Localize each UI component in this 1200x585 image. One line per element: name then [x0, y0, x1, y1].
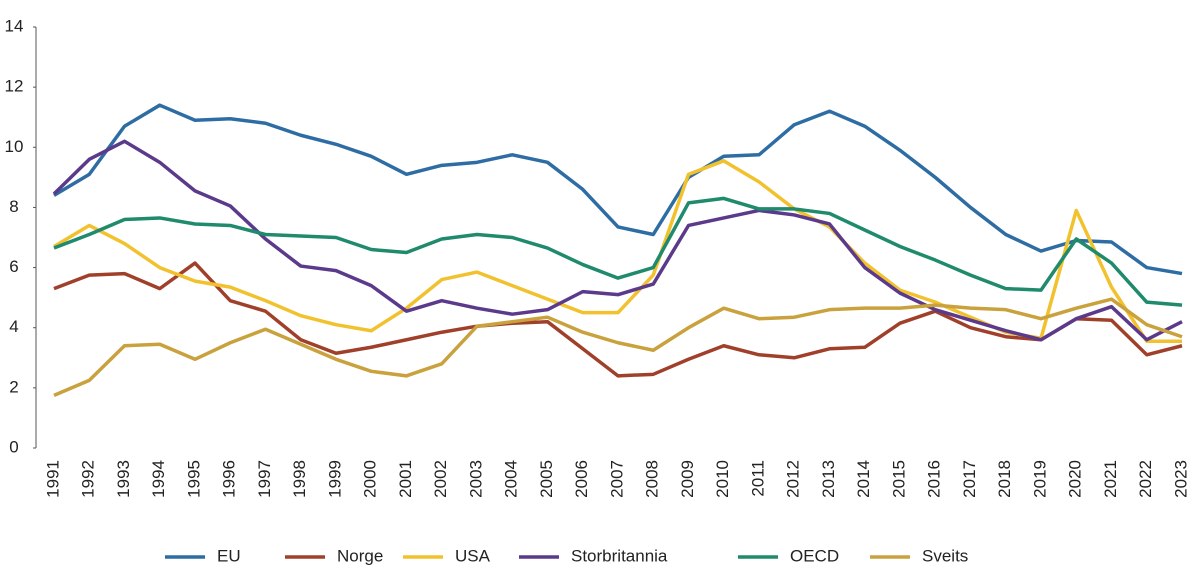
- x-tick-label: 2011: [748, 460, 767, 497]
- y-tick-label: 14: [5, 16, 24, 35]
- legend-label: Sveits: [922, 546, 968, 565]
- x-tick-label: 1991: [43, 460, 62, 498]
- y-tick-label: 4: [9, 317, 18, 336]
- x-tick-label: 2006: [572, 460, 591, 498]
- y-tick-label: 0: [9, 437, 18, 456]
- x-tick-label: 1996: [220, 460, 239, 498]
- x-tick-label: 1994: [149, 460, 168, 498]
- x-tick-label: 1992: [79, 460, 98, 498]
- series-line: [53, 103, 1183, 276]
- x-tick-label: 2005: [537, 460, 556, 498]
- x-tick-label: 2010: [713, 460, 732, 498]
- x-tick-label: 2009: [678, 460, 697, 498]
- x-tick-label: 2018: [995, 460, 1014, 498]
- legend-label: OECD: [790, 546, 839, 565]
- y-tick-label: 12: [5, 77, 24, 96]
- x-tick-label: 2020: [1066, 460, 1085, 498]
- series-line: [53, 196, 1183, 307]
- x-tick-label: 2000: [361, 460, 380, 498]
- x-tick-label: 2008: [643, 460, 662, 498]
- series-line: [53, 261, 1183, 378]
- x-tick-label: 2013: [819, 460, 838, 498]
- x-tick-label: 1998: [290, 460, 309, 498]
- x-tick-label: 2004: [502, 460, 521, 498]
- legend-label: Norge: [337, 546, 383, 565]
- y-tick-label: 2: [9, 377, 18, 396]
- legend-label: Storbritannia: [571, 546, 668, 565]
- legend-label: EU: [217, 546, 241, 565]
- x-tick-label: 2002: [431, 460, 450, 498]
- x-tick-label: 1997: [255, 460, 274, 498]
- y-tick-label: 10: [5, 137, 24, 156]
- x-tick-label: 2019: [1030, 460, 1049, 498]
- series-line: [53, 297, 1183, 397]
- x-tick-label: 1999: [325, 460, 344, 498]
- y-tick-label: 6: [9, 257, 18, 276]
- x-tick-label: 2021: [1101, 460, 1120, 498]
- x-tick-label: 1993: [114, 460, 133, 498]
- x-tick-label: 2012: [784, 460, 803, 498]
- legend-label: USA: [455, 546, 491, 565]
- x-tick-label: 2015: [889, 460, 908, 498]
- x-tick-label: 2017: [960, 460, 979, 498]
- x-tick-label: 2023: [1171, 460, 1190, 498]
- x-tick-label: 2016: [925, 460, 944, 498]
- series-line: [52, 139, 1183, 342]
- x-tick-label: 2001: [396, 460, 415, 498]
- x-tick-label: 2014: [854, 460, 873, 498]
- x-tick-label: 2007: [607, 460, 626, 498]
- x-tick-label: 2003: [466, 460, 485, 498]
- series-line: [53, 159, 1182, 343]
- x-tick-label: 1995: [184, 460, 203, 498]
- y-tick-label: 8: [9, 197, 18, 216]
- x-tick-label: 2022: [1136, 460, 1155, 498]
